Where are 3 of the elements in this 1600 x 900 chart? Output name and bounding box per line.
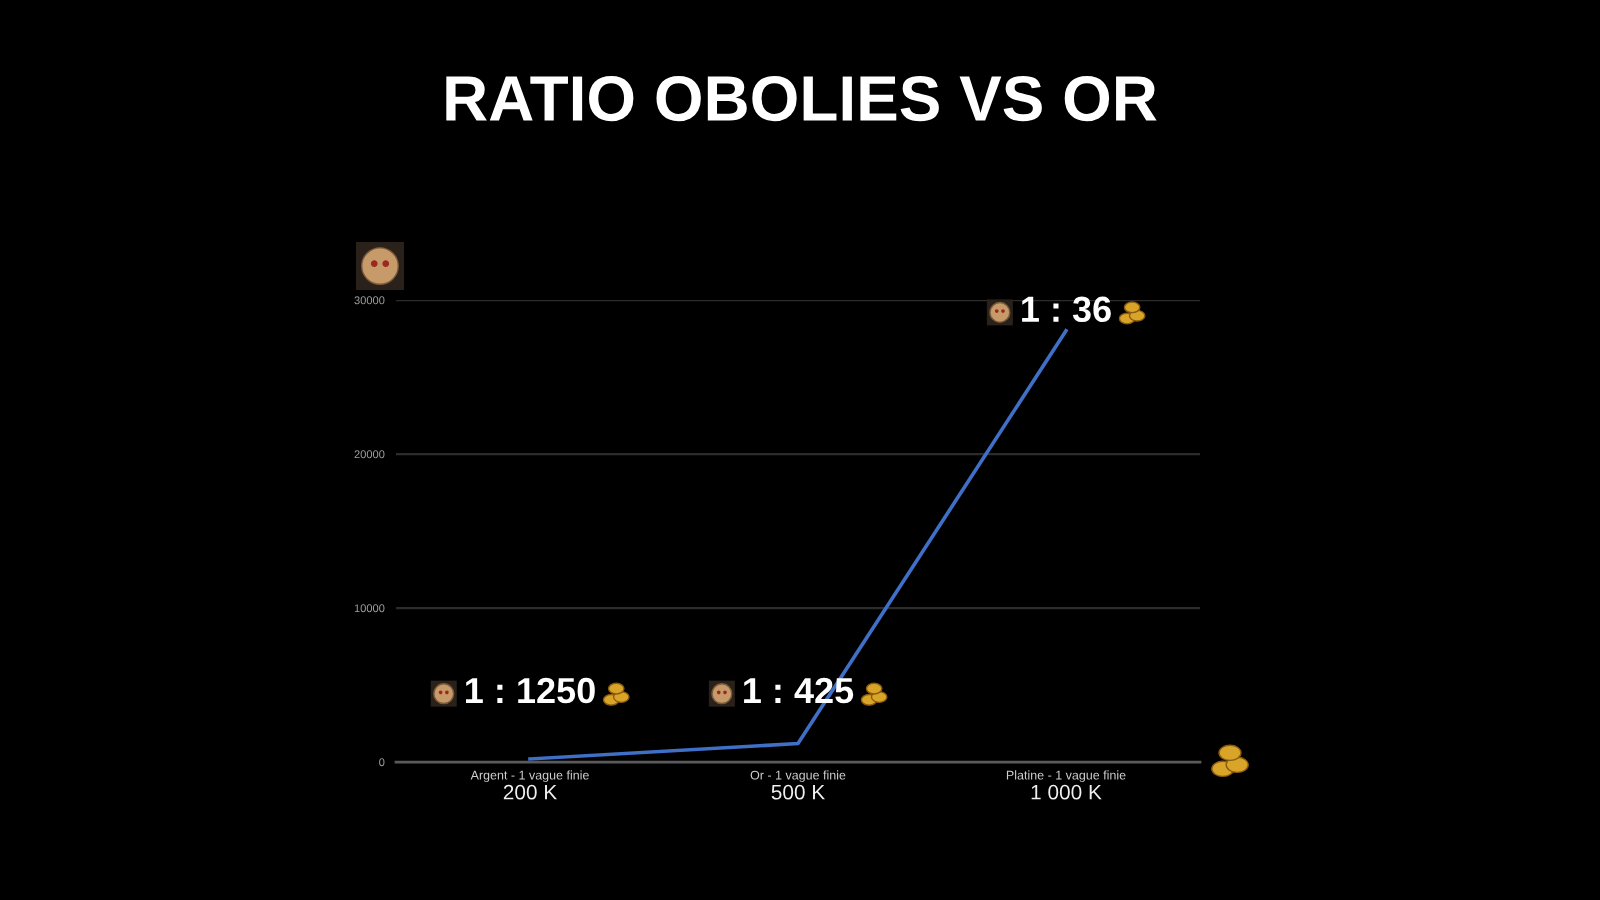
annotation: 1 : 1250 xyxy=(466,677,595,704)
chart-title: RATIO OBOLIES VS OR xyxy=(446,75,1157,122)
annotation: 1 : 36 xyxy=(1022,296,1111,323)
